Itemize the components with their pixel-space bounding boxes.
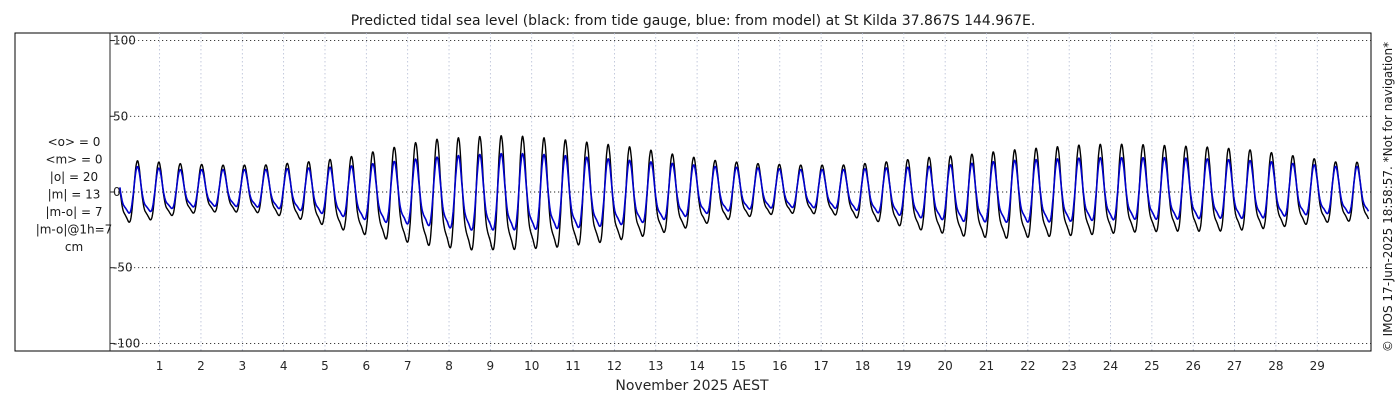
- x-tick-label: 17: [813, 359, 828, 373]
- x-tick-label: 19: [896, 359, 911, 373]
- x-tick-label: 15: [731, 359, 746, 373]
- x-tick-label: 18: [855, 359, 870, 373]
- x-tick-label: 16: [772, 359, 787, 373]
- x-tick-label: 25: [1144, 359, 1159, 373]
- x-tick-label: 27: [1227, 359, 1242, 373]
- stat-line: |o| = 20: [50, 170, 98, 184]
- series-line-model: [119, 152, 1370, 231]
- x-tick-label: 22: [1020, 359, 1035, 373]
- x-tick-label: 20: [938, 359, 953, 373]
- stat-line: |m-o| = 7: [46, 205, 103, 219]
- series-group: [119, 134, 1370, 251]
- x-tick-label: 21: [979, 359, 994, 373]
- x-tick-label: 3: [238, 359, 246, 373]
- x-tick-label: 1: [156, 359, 164, 373]
- x-axis-label: November 2025 AEST: [615, 378, 769, 394]
- x-tick-label: 4: [280, 359, 288, 373]
- x-tick-label: 2: [197, 359, 205, 373]
- stats-block: <o> = 0 <m> = 0 |o| = 20 |m| = 13 |m-o| = 7 |…: [36, 135, 113, 254]
- y-axis: -100 -50 0 50 100: [109, 33, 140, 351]
- y-tick-label: 100: [113, 34, 136, 48]
- stat-line: <o> = 0: [48, 135, 101, 149]
- x-tick-label: 5: [321, 359, 329, 373]
- stat-line: <m> = 0: [45, 153, 102, 167]
- x-tick-label: 7: [404, 359, 412, 373]
- x-tick-label: 24: [1103, 359, 1118, 373]
- x-tick-label: 28: [1268, 359, 1283, 373]
- plot-frame: [14, 32, 1372, 352]
- stat-line: cm: [65, 240, 83, 254]
- x-tick-label: 29: [1310, 359, 1325, 373]
- x-axis: 1 2 3 4 5 6 7 8 9 10 11 12 13 14 15 16 17 18 19 20 21 22 23 24 2…: [156, 359, 1325, 373]
- x-tick-label: 10: [524, 359, 539, 373]
- x-tick-label: 8: [445, 359, 453, 373]
- x-tick-label: 9: [487, 359, 495, 373]
- stat-line: |m-o|@1h=7: [36, 223, 113, 237]
- y-tick-label: 50: [113, 109, 128, 123]
- credit-text: © IMOS 17-Jun-2025 18:58:57. *Not for na…: [1381, 42, 1395, 352]
- y-tick-label: -100: [113, 336, 140, 350]
- x-tick-label: 14: [689, 359, 704, 373]
- x-tick-label: 6: [363, 359, 371, 373]
- x-tick-label: 12: [607, 359, 622, 373]
- y-tick-label: -50: [113, 261, 133, 275]
- stat-line: |m| = 13: [48, 188, 101, 202]
- x-tick-label: 13: [648, 359, 663, 373]
- x-tick-label: 23: [1062, 359, 1077, 373]
- x-tick-label: 26: [1186, 359, 1201, 373]
- x-tick-label: 11: [565, 359, 580, 373]
- chart-title: Predicted tidal sea level (black: from t…: [351, 13, 1036, 29]
- grid-lines: [110, 33, 1371, 351]
- y-tick-label: 0: [113, 185, 121, 199]
